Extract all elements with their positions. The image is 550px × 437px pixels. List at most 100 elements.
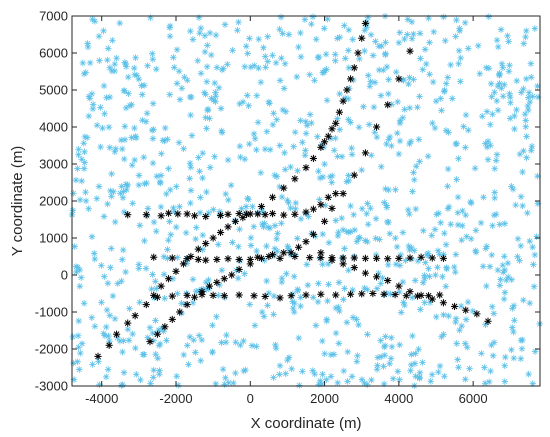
background-point bbox=[103, 306, 111, 314]
background-point bbox=[224, 156, 232, 164]
background-point bbox=[95, 32, 103, 40]
background-point bbox=[197, 194, 204, 201]
background-point bbox=[345, 116, 352, 123]
background-point bbox=[118, 183, 126, 190]
background-point bbox=[202, 114, 209, 121]
background-point bbox=[175, 67, 183, 75]
background-point bbox=[326, 173, 334, 181]
background-point bbox=[517, 336, 525, 344]
background-point bbox=[257, 78, 265, 86]
background-point bbox=[148, 50, 156, 58]
background-point bbox=[203, 188, 210, 196]
background-point bbox=[122, 268, 130, 276]
background-point bbox=[341, 22, 348, 29]
background-point bbox=[166, 32, 174, 40]
x-axis: -4000 -2000 0 2000 4000 6000 bbox=[85, 16, 488, 406]
background-point bbox=[417, 55, 424, 62]
fracture-point bbox=[328, 125, 336, 133]
background-point bbox=[149, 159, 157, 167]
fracture-point bbox=[473, 310, 481, 318]
background-point bbox=[157, 203, 165, 211]
background-point bbox=[84, 43, 92, 51]
background-point bbox=[511, 125, 518, 133]
background-point bbox=[445, 312, 452, 320]
background-point bbox=[95, 183, 103, 190]
background-point bbox=[72, 176, 80, 184]
fracture-point bbox=[276, 254, 284, 262]
background-point bbox=[497, 276, 504, 283]
background-point bbox=[495, 71, 503, 79]
background-point bbox=[494, 82, 502, 90]
background-point bbox=[429, 119, 436, 127]
background-point bbox=[278, 219, 285, 227]
fracture-point bbox=[246, 255, 254, 264]
fracture-point bbox=[380, 290, 388, 298]
background-point bbox=[457, 78, 464, 85]
background-point bbox=[444, 182, 451, 190]
background-point bbox=[251, 135, 259, 143]
background-point bbox=[91, 255, 99, 263]
background-point bbox=[111, 315, 119, 323]
background-point bbox=[367, 78, 374, 85]
background-point bbox=[149, 135, 157, 142]
background-point bbox=[242, 203, 250, 210]
fracture-point bbox=[124, 211, 132, 219]
background-point bbox=[522, 117, 530, 124]
background-point bbox=[488, 251, 496, 259]
background-point bbox=[489, 110, 496, 118]
background-point bbox=[244, 50, 251, 57]
background-point bbox=[380, 343, 388, 351]
background-point bbox=[93, 121, 101, 129]
background-point bbox=[196, 209, 204, 217]
background-point bbox=[149, 100, 157, 107]
fracture-point bbox=[302, 238, 310, 246]
fracture-point bbox=[302, 164, 310, 172]
background-point bbox=[492, 157, 500, 164]
background-point bbox=[271, 245, 279, 253]
background-point bbox=[371, 79, 379, 86]
background-point bbox=[229, 239, 236, 246]
background-point bbox=[327, 351, 335, 359]
background-point bbox=[175, 139, 183, 146]
background-point bbox=[504, 32, 511, 40]
background-point bbox=[272, 344, 280, 352]
fracture-point bbox=[350, 254, 358, 262]
background-point bbox=[107, 187, 114, 195]
fracture-point bbox=[439, 254, 448, 262]
background-point bbox=[215, 292, 222, 299]
background-point bbox=[227, 181, 235, 189]
background-point bbox=[283, 270, 290, 278]
background-point bbox=[504, 273, 512, 281]
background-point bbox=[253, 146, 260, 154]
background-point bbox=[386, 230, 394, 238]
fracture-point bbox=[183, 210, 191, 218]
background-point bbox=[195, 332, 203, 339]
fracture-point bbox=[172, 267, 180, 275]
background-point bbox=[273, 116, 281, 123]
background-point bbox=[131, 156, 139, 164]
background-point bbox=[462, 316, 470, 323]
background-point bbox=[316, 174, 324, 182]
background-point bbox=[321, 350, 328, 358]
fracture-point bbox=[235, 291, 243, 299]
background-point bbox=[407, 367, 414, 375]
background-point bbox=[297, 302, 304, 310]
background-point bbox=[77, 349, 84, 357]
background-point bbox=[69, 333, 77, 341]
background-point bbox=[195, 154, 202, 161]
background-point bbox=[340, 296, 347, 303]
background-point bbox=[88, 314, 96, 321]
fracture-point bbox=[146, 338, 154, 346]
background-point bbox=[411, 360, 419, 367]
background-point bbox=[120, 337, 127, 345]
background-point bbox=[210, 206, 217, 213]
fracture-point bbox=[291, 252, 299, 261]
background-points-layer bbox=[68, 12, 543, 390]
background-point bbox=[511, 112, 518, 120]
background-point bbox=[380, 199, 388, 206]
background-point bbox=[136, 222, 144, 229]
background-point bbox=[218, 127, 225, 135]
background-point bbox=[196, 167, 203, 175]
background-point bbox=[491, 88, 498, 96]
background-point bbox=[244, 195, 251, 202]
